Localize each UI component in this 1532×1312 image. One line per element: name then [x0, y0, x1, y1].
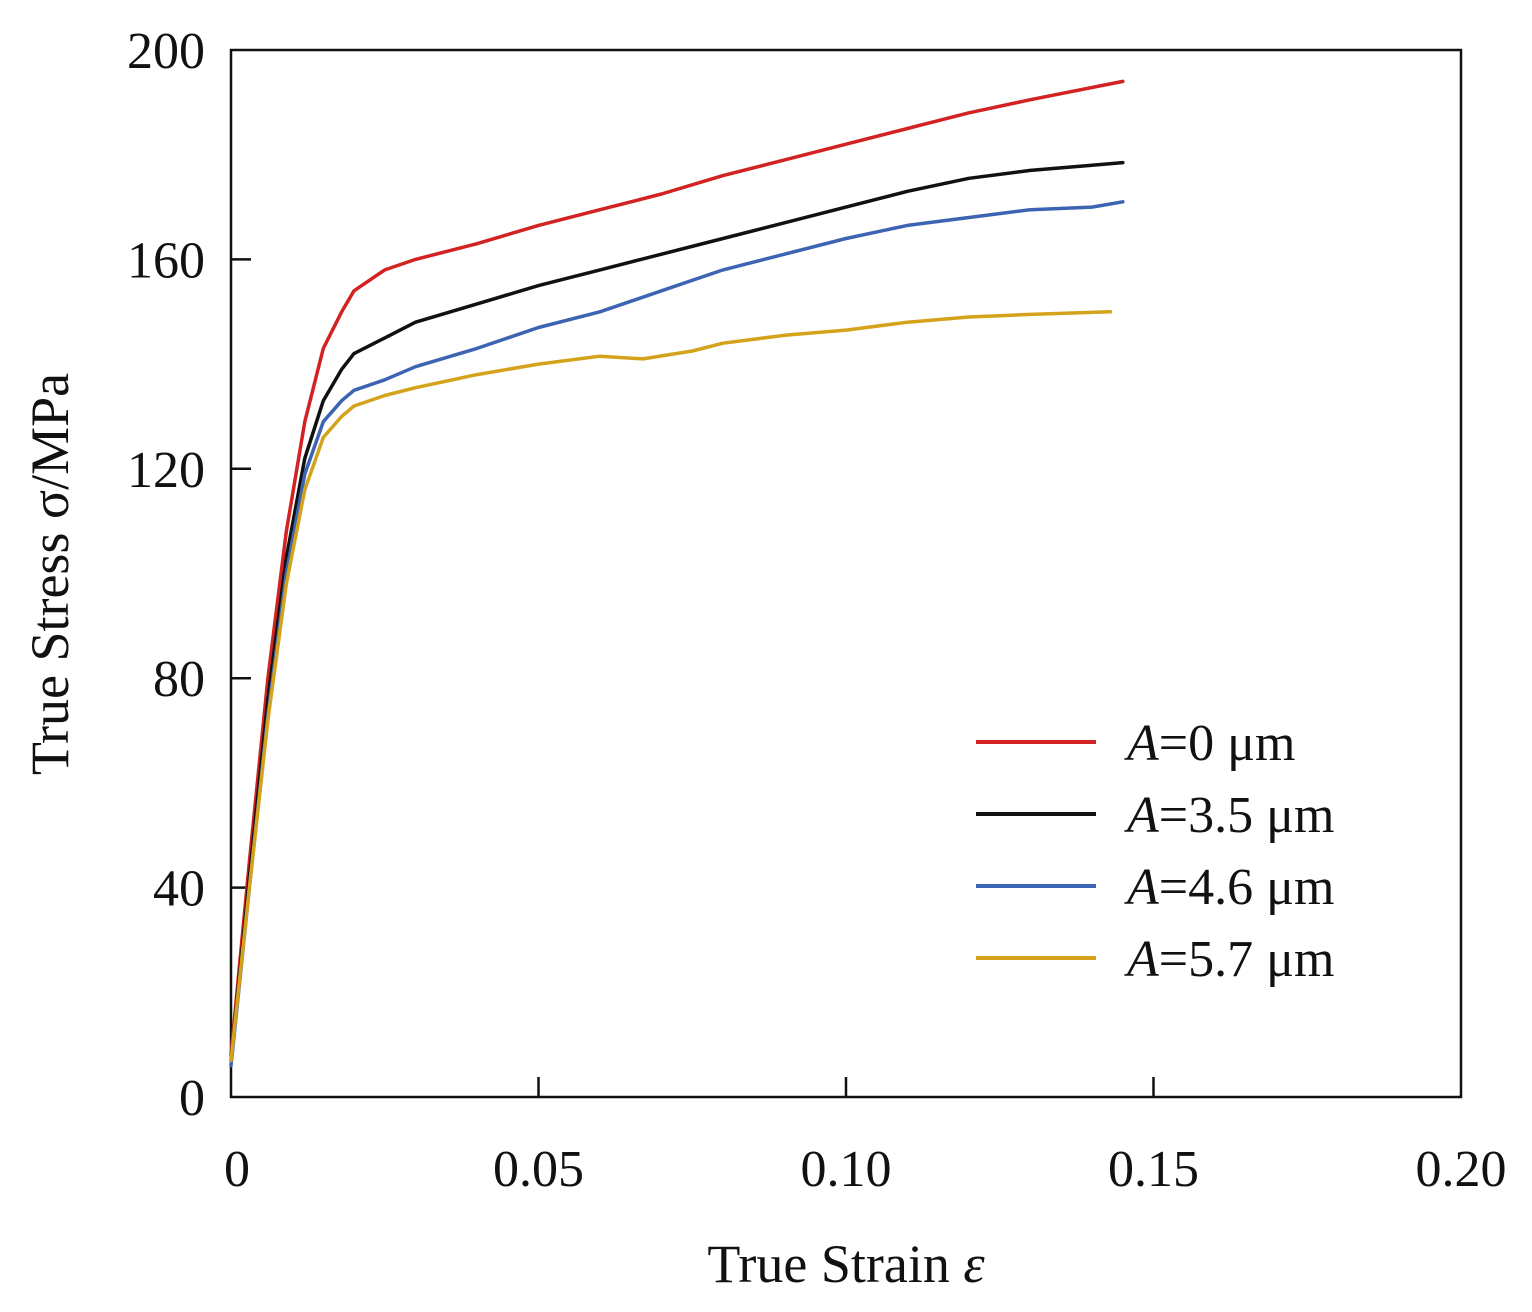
x-tick-label: 0.15 [1108, 1141, 1199, 1198]
x-tick-label: 0.05 [493, 1141, 584, 1198]
legend-label-1: A=0 μm [1124, 715, 1295, 772]
y-axis-label: True Stress σ/MPa [20, 373, 80, 775]
y-tick-label: 80 [153, 651, 205, 708]
legend-value: =3.5 μm [1159, 787, 1335, 844]
x-tick-label: 0.20 [1416, 1141, 1507, 1198]
x-tick-label: 0 [224, 1141, 250, 1198]
x-axis-label-text: True Strain [707, 1234, 963, 1294]
legend-variable: A [1124, 931, 1159, 988]
x-axis-label-symbol: ε [963, 1234, 985, 1294]
series-lines [229, 79, 1125, 1068]
legend-label-2: A=3.5 μm [1124, 787, 1334, 844]
series-line-4 [229, 310, 1113, 1063]
legend-variable: A [1124, 715, 1159, 772]
legend-value: =0 μm [1159, 715, 1296, 772]
legend-variable: A [1124, 859, 1159, 916]
x-axis-label: True Strain ε [707, 1234, 985, 1294]
legend-label-3: A=4.6 μm [1124, 859, 1334, 916]
legend-variable: A [1124, 787, 1159, 844]
legend-label-4: A=5.7 μm [1124, 931, 1334, 988]
x-tick-label: 0.10 [801, 1141, 892, 1198]
legend: A=0 μmA=3.5 μmA=4.6 μmA=5.7 μm [976, 715, 1334, 988]
tick-labels: 0 0.05 0.10 0.15 0.20 0 40 80 120 160 200 [127, 23, 1507, 1198]
y-tick-label: 0 [179, 1070, 205, 1127]
y-tick-label: 160 [127, 232, 205, 289]
series-line-3 [229, 200, 1125, 1068]
series-line-2 [229, 160, 1125, 1063]
legend-value: =5.7 μm [1159, 931, 1335, 988]
series-line-1 [229, 79, 1125, 1057]
y-tick-label: 200 [127, 23, 205, 80]
y-tick-label: 120 [127, 442, 205, 499]
y-tick-label: 40 [153, 861, 205, 918]
legend-value: =4.6 μm [1159, 859, 1335, 916]
